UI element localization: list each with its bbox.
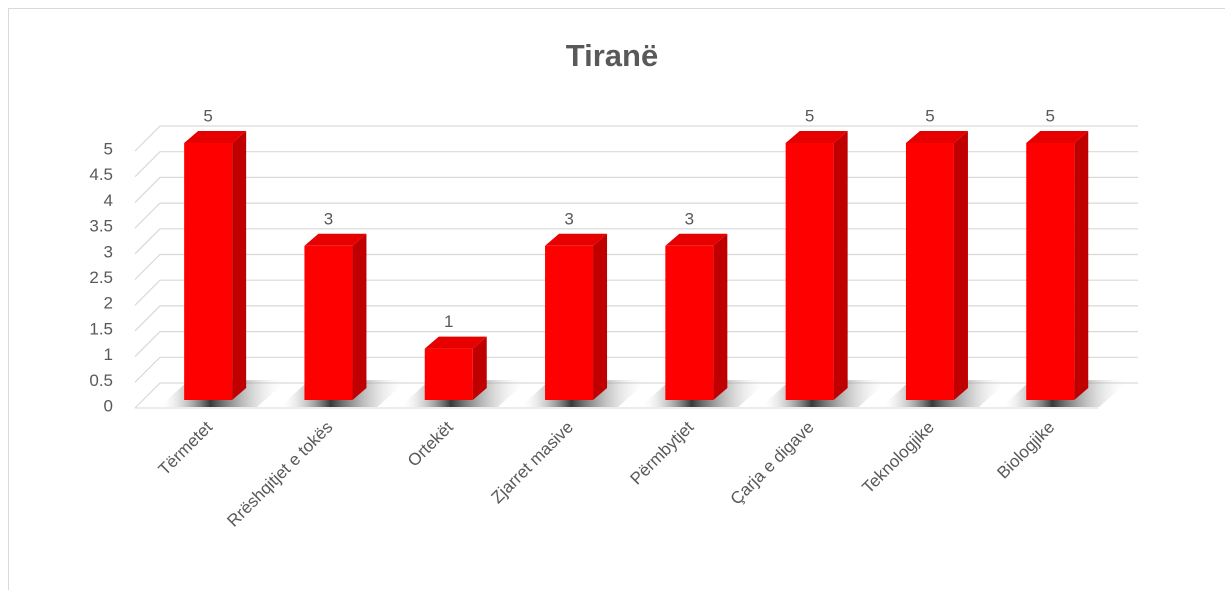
- bar-side: [593, 233, 608, 400]
- bar-top: [1026, 131, 1089, 143]
- bar-side: [1074, 131, 1089, 400]
- bar: [424, 348, 473, 400]
- bar-side: [713, 233, 728, 400]
- y-tick-label: 3.5: [89, 217, 113, 236]
- grid-line: [134, 253, 1138, 280]
- y-tick-label: 4.5: [89, 165, 113, 184]
- y-tick-label: 1: [104, 345, 113, 364]
- bar: [665, 245, 714, 400]
- data-label: 3: [685, 209, 694, 228]
- data-label: 5: [203, 106, 212, 125]
- bar-top: [304, 233, 367, 246]
- bar-side: [352, 233, 367, 400]
- bar: [905, 143, 954, 400]
- y-tick-label: 1.5: [89, 319, 113, 338]
- bar: [304, 245, 353, 400]
- grid-line: [134, 279, 1138, 306]
- bar-top: [905, 131, 968, 143]
- x-tick-label: Teknologjike: [858, 418, 938, 498]
- bar: [545, 245, 594, 400]
- bar: [184, 143, 233, 400]
- y-tick-label: 3: [104, 242, 113, 261]
- bar-top: [424, 336, 487, 349]
- y-tick-label: 2.5: [89, 268, 113, 287]
- grid-line: [134, 176, 1138, 203]
- x-tick-label: Çarja e digave: [727, 418, 818, 509]
- grid-line: [134, 151, 1138, 178]
- x-tick-label: Biologjike: [993, 418, 1058, 483]
- y-tick-label: 0.5: [89, 371, 113, 390]
- bar-top: [545, 233, 608, 246]
- bar-top: [665, 233, 728, 246]
- x-tick-label: Tërmetet: [155, 417, 217, 479]
- grid-line: [134, 202, 1138, 229]
- data-label: 1: [444, 312, 453, 331]
- grid-line: [134, 125, 1138, 152]
- bar-top: [184, 131, 247, 143]
- y-tick-label: 0: [104, 396, 113, 415]
- bar: [785, 143, 834, 400]
- grid-line: [134, 305, 1138, 332]
- y-tick-label: 5: [104, 139, 113, 158]
- bar-side: [953, 131, 968, 400]
- bar-side: [232, 131, 247, 400]
- x-tick-label: Rrëshqitjet e tokës: [223, 418, 336, 531]
- bar-side: [833, 131, 848, 400]
- bar-top: [785, 131, 848, 143]
- y-tick-label: 2: [104, 294, 113, 313]
- x-tick-label: Përmbytjet: [626, 417, 697, 488]
- x-tick-label: Ortekët: [404, 417, 457, 470]
- y-tick-label: 4: [104, 191, 113, 210]
- grid-line: [134, 228, 1138, 255]
- grid-line: [134, 356, 1138, 383]
- x-tick-label: Zjarret masive: [487, 418, 577, 508]
- data-label: 3: [564, 209, 573, 228]
- data-label: 5: [1046, 106, 1055, 125]
- chart-border: [8, 8, 1225, 590]
- bar-side: [472, 336, 487, 400]
- data-label: 5: [805, 106, 814, 125]
- chart-title: Tiranë: [566, 38, 658, 73]
- bar: [1026, 143, 1075, 400]
- data-label: 3: [324, 209, 333, 228]
- grid-line: [134, 331, 1138, 358]
- data-label: 5: [925, 106, 934, 125]
